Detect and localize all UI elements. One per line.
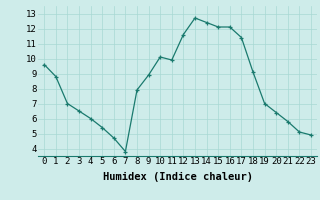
X-axis label: Humidex (Indice chaleur): Humidex (Indice chaleur) [103,172,252,182]
